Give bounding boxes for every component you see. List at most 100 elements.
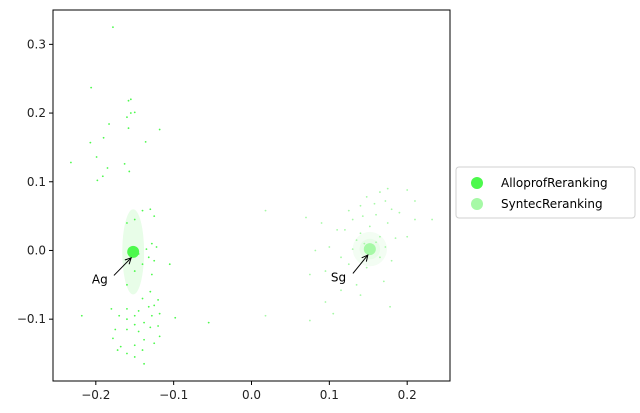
plot-area-frame <box>52 9 451 382</box>
legend-box <box>455 166 636 219</box>
data-point <box>110 307 113 310</box>
data-point <box>351 248 354 250</box>
data-point <box>143 321 145 324</box>
data-point <box>368 225 371 228</box>
data-point <box>414 218 416 221</box>
data-point <box>347 209 350 212</box>
data-point <box>116 349 119 351</box>
data-point <box>112 337 114 340</box>
legend: AlloprofReranking SyntecReranking <box>455 166 636 219</box>
data-point <box>101 175 104 178</box>
annotations: Ag Sg <box>92 255 368 286</box>
annotation-label: Ag <box>92 272 108 286</box>
data-point <box>133 314 136 317</box>
data-point <box>112 26 114 29</box>
data-point <box>153 259 156 262</box>
data-point <box>143 362 145 365</box>
legend-swatch-0 <box>471 177 483 189</box>
x-tick-label: 0.1 <box>320 388 339 402</box>
x-tick-label: −0.1 <box>159 388 188 402</box>
data-point <box>158 128 161 131</box>
data-point <box>384 246 387 248</box>
data-point <box>141 349 144 351</box>
data-point <box>340 289 342 292</box>
data-point <box>141 297 144 300</box>
data-point <box>379 256 381 259</box>
annotation-label: Sg <box>331 270 346 284</box>
data-point <box>126 318 128 321</box>
y-tick-label: 0.2 <box>27 106 46 120</box>
data-point <box>389 305 391 308</box>
data-point <box>149 208 152 211</box>
data-point <box>264 314 267 317</box>
data-point <box>386 187 389 190</box>
data-point <box>150 314 153 317</box>
y-tick-label: 0.1 <box>27 175 46 189</box>
data-point <box>89 141 92 144</box>
data-point <box>126 283 128 286</box>
x-axis: −0.2 −0.1 0.0 0.1 0.2 <box>81 381 417 402</box>
data-point <box>379 235 381 238</box>
data-point <box>141 209 144 212</box>
data-point <box>379 191 381 193</box>
y-axis: −0.1 0.0 0.1 0.2 0.3 <box>17 37 53 326</box>
data-point <box>361 215 364 218</box>
data-point <box>359 294 362 297</box>
legend-label-0: AlloprofReranking <box>501 176 608 190</box>
data-point <box>414 200 416 202</box>
data-point <box>147 305 150 308</box>
data-point <box>153 215 156 218</box>
data-point <box>320 222 323 224</box>
data-point <box>158 335 161 338</box>
data-point <box>363 242 366 245</box>
data-point <box>106 167 109 169</box>
data-point <box>344 228 346 231</box>
data-point <box>133 356 136 358</box>
data-point <box>126 222 128 224</box>
data-point <box>207 321 210 324</box>
data-point <box>406 235 409 238</box>
data-point <box>153 342 156 345</box>
data-point <box>96 179 99 182</box>
data-point <box>129 112 132 114</box>
data-point <box>351 218 354 221</box>
data-point <box>394 237 397 239</box>
centroid-ellipses <box>122 209 387 295</box>
centroid-marker-0 <box>127 245 140 258</box>
data-point <box>149 326 152 329</box>
data-point <box>126 307 128 310</box>
data-point <box>406 189 409 191</box>
y-tick-label: 0.3 <box>27 37 46 51</box>
data-point <box>328 246 331 248</box>
data-point <box>127 127 130 130</box>
data-point <box>382 280 385 283</box>
data-point <box>70 161 72 164</box>
annotation-arrow <box>352 255 368 274</box>
data-points <box>70 26 433 365</box>
data-point <box>375 213 377 216</box>
data-point <box>145 248 148 250</box>
data-point <box>365 266 368 269</box>
data-point <box>373 202 376 205</box>
data-point <box>153 304 156 307</box>
data-point <box>314 249 317 252</box>
data-point <box>355 283 358 286</box>
data-point <box>324 301 327 303</box>
data-point <box>384 200 387 202</box>
data-point <box>340 256 342 259</box>
data-point <box>147 256 150 259</box>
data-point <box>336 228 339 231</box>
data-point <box>133 111 136 114</box>
data-point <box>133 218 136 221</box>
data-point <box>126 328 128 331</box>
data-point <box>119 345 122 348</box>
data-point <box>127 99 130 102</box>
data-point <box>174 316 177 319</box>
data-point <box>390 208 393 211</box>
data-point <box>108 123 110 125</box>
data-point <box>158 312 161 315</box>
data-point <box>355 239 358 242</box>
data-point <box>123 162 126 165</box>
data-point <box>144 141 147 143</box>
